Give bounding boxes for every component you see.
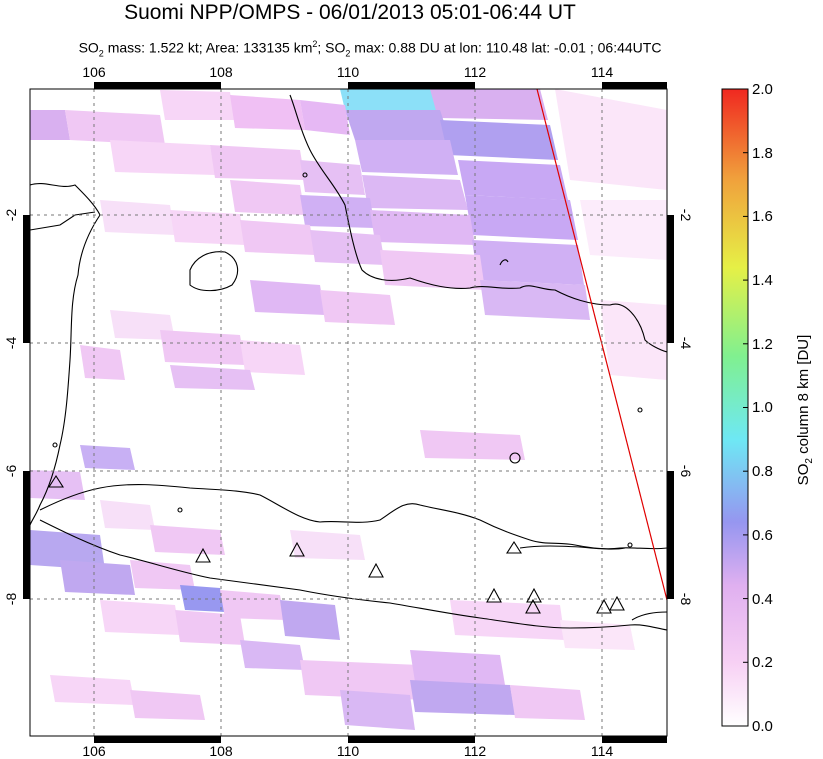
lon-tick-top: 106 <box>82 64 106 80</box>
lat-tick-left: -6 <box>3 465 19 478</box>
map-border-bars <box>23 82 674 743</box>
colorbar-tick: 1.6 <box>752 208 773 225</box>
colorbar-tick: 1.8 <box>752 145 773 162</box>
subtitle-max-sub: 2 <box>345 48 351 59</box>
colorbar-tick: 0.8 <box>752 463 773 480</box>
subtitle-mass-sub: 2 <box>98 48 104 59</box>
coastlines <box>30 94 667 631</box>
volcano-marker <box>596 598 612 614</box>
colorbar-tick: 0.6 <box>752 527 773 544</box>
volcano-marker <box>289 541 305 557</box>
lon-tick-bottom: 108 <box>209 743 233 759</box>
subtitle-area-sup: 2 <box>312 39 318 49</box>
lon-tick-bottom: 106 <box>82 743 106 759</box>
colorbar-tick: 0.4 <box>752 591 773 608</box>
subtitle-max-text: max: 0.88 DU at lon: 110.48 lat: -0.01 ;… <box>350 39 662 56</box>
so2-pixels <box>30 89 667 730</box>
map-subtitle: SO2 mass: 1.522 kt; Area: 133135 km2; SO… <box>0 35 740 62</box>
colorbar-tick: 1.0 <box>752 399 773 416</box>
lon-tick-labels: 106 108 110 112 114 106 108 110 112 114 <box>82 64 613 759</box>
colorbar-label-sub: 2 <box>804 458 815 464</box>
lat-tick-left: -2 <box>3 209 19 222</box>
colorbar-tick: 1.4 <box>752 272 773 289</box>
volcano-marker <box>505 540 523 554</box>
lat-tick-right: -2 <box>678 209 694 222</box>
volcano-marker <box>486 587 502 603</box>
volcano-marker <box>368 562 384 578</box>
lat-tick-right: -8 <box>678 593 694 606</box>
lat-tick-right: -4 <box>678 337 694 350</box>
lon-tick-bottom: 110 <box>337 743 360 759</box>
subtitle-mass-text: mass: 1.522 kt; Area: 133135 km <box>103 39 313 56</box>
lon-tick-bottom: 112 <box>464 743 487 759</box>
subtitle-max-prefix: ; SO <box>317 39 346 56</box>
volcano-markers <box>47 474 625 614</box>
graticule <box>30 89 667 736</box>
lon-tick-top: 110 <box>337 64 360 80</box>
colorbar-tick: 2.0 <box>752 81 773 98</box>
colorbar-label-prefix: SO <box>795 463 812 486</box>
colorbar-tick-marks <box>743 88 748 727</box>
map-title: Suomi NPP/OMPS - 06/01/2013 05:01-06:44 … <box>124 1 576 24</box>
orbit-edge-line <box>536 89 667 601</box>
lon-tick-bottom: 114 <box>591 743 614 759</box>
lat-tick-left: -4 <box>3 337 19 350</box>
lat-tick-right: -6 <box>678 465 694 478</box>
volcano-marker <box>609 595 625 611</box>
volcano-marker <box>195 547 211 563</box>
colorbar-tick: 0.2 <box>752 654 773 671</box>
lon-tick-top: 108 <box>209 64 233 80</box>
colorbar-tick: 0.0 <box>752 718 773 735</box>
volcano-marker <box>525 598 541 614</box>
colorbar-tick-labels: 2.0 1.8 1.6 1.4 1.2 1.0 0.8 0.6 0.4 0.2 … <box>752 81 773 735</box>
lon-tick-top: 112 <box>464 64 487 80</box>
lat-tick-left: -8 <box>3 593 19 606</box>
volcano-marker <box>47 474 65 488</box>
colorbar-label: SO2 column 8 km [DU] <box>795 335 815 486</box>
lat-tick-labels: -2 -4 -6 -8 -2 -4 -6 -8 <box>3 209 694 606</box>
subtitle-mass-prefix: SO <box>78 39 99 56</box>
colorbar-label-text: column 8 km [DU] <box>795 334 812 459</box>
colorbar-tick: 1.2 <box>752 336 773 353</box>
lon-tick-top: 114 <box>591 64 614 80</box>
